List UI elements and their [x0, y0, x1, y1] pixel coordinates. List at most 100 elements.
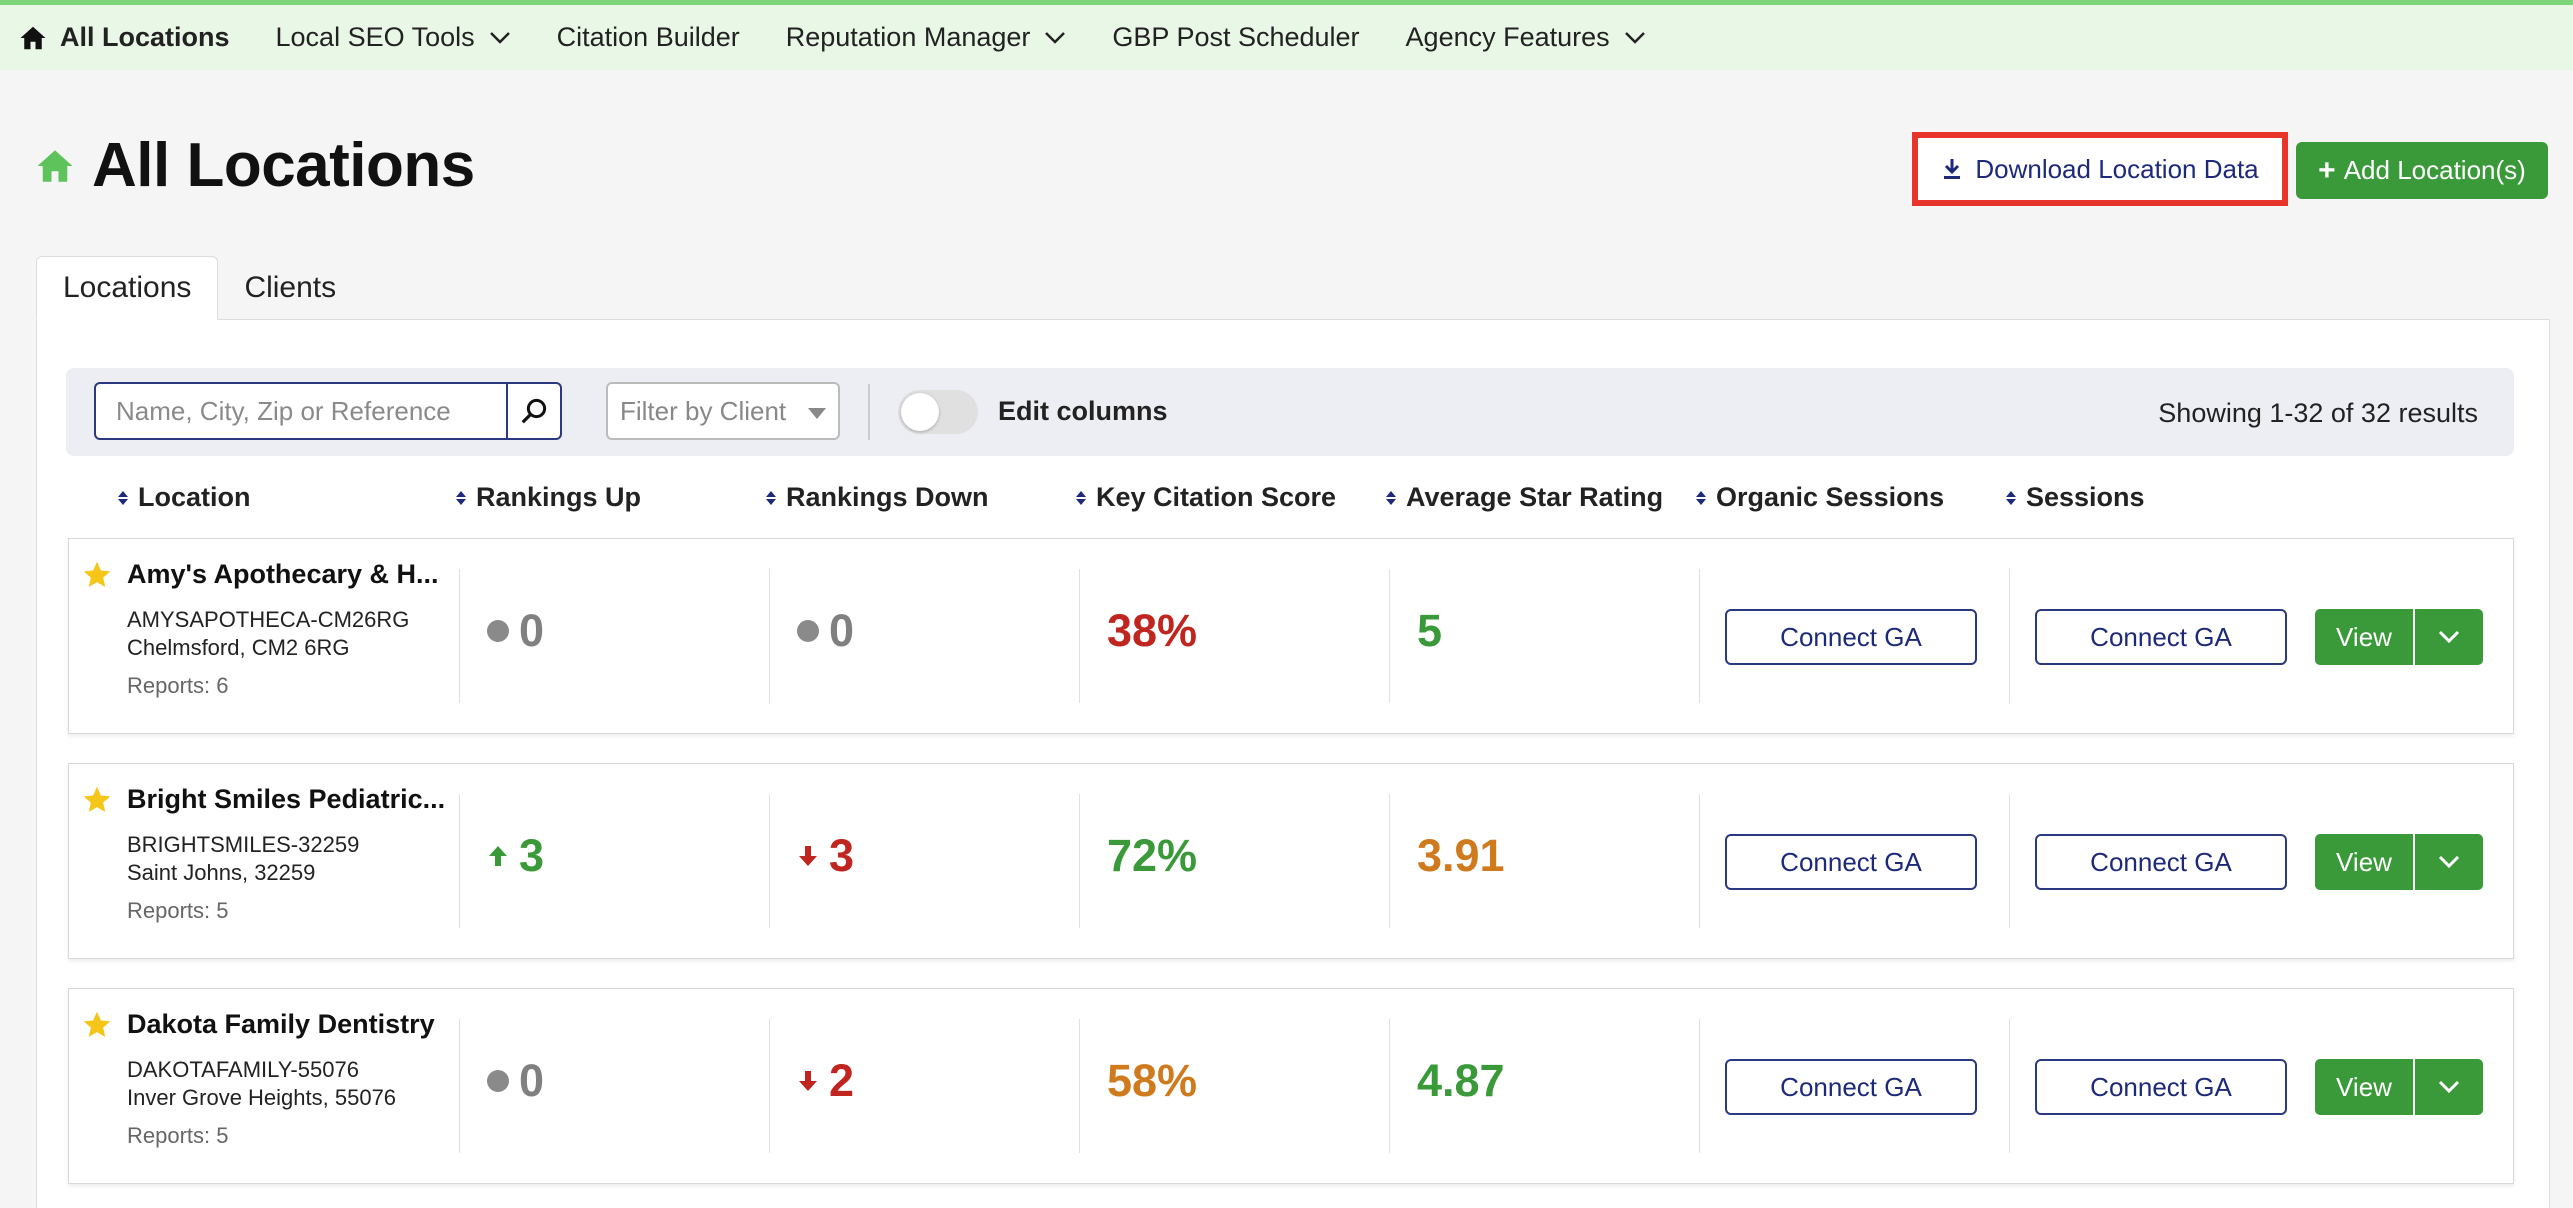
nav-local-seo-tools-label: Local SEO Tools	[275, 22, 475, 52]
sort-icon	[1696, 490, 1706, 505]
arrow-down-icon	[799, 1071, 817, 1091]
arrow-down-icon	[799, 846, 817, 866]
nav-local-seo-tools[interactable]: Local SEO Tools	[276, 22, 511, 53]
star-rating-value: 4.87	[1417, 1055, 1505, 1106]
connect-ga-organic-button[interactable]: Connect GA	[1725, 834, 1977, 890]
location-name[interactable]: Bright Smiles Pediatric...	[127, 784, 446, 814]
cell-divider	[769, 794, 770, 928]
cell-divider	[1699, 1019, 1700, 1153]
row-menu-button[interactable]	[2415, 609, 2483, 665]
column-header-organic-sessions[interactable]: Organic Sessions	[1696, 482, 1944, 513]
cell-divider	[2009, 1019, 2010, 1153]
row-menu-button[interactable]	[2415, 834, 2483, 890]
location-reports: Reports: 6	[127, 673, 229, 698]
column-header-key-citation-score[interactable]: Key Citation Score	[1076, 482, 1336, 513]
filter-by-client-select[interactable]: Filter by Client	[606, 382, 840, 440]
connect-ga-organic-button[interactable]: Connect GA	[1725, 1059, 1977, 1115]
download-location-data-button[interactable]: Download Location Data	[1941, 154, 2259, 185]
add-location-button[interactable]: + Add Location(s)	[2296, 142, 2548, 199]
view-button[interactable]: View	[2315, 1059, 2413, 1115]
column-header-rankings-up[interactable]: Rankings Up	[456, 482, 641, 513]
chevron-down-icon	[1045, 31, 1066, 44]
sort-icon	[1076, 490, 1086, 505]
nav-reputation-manager[interactable]: Reputation Manager	[786, 22, 1067, 53]
cell-divider	[459, 1019, 460, 1153]
cell-divider	[1389, 794, 1390, 928]
location-reference: BRIGHTSMILES-32259	[127, 832, 360, 857]
column-label: Location	[138, 482, 251, 512]
nav-citation-builder-label: Citation Builder	[556, 22, 740, 52]
download-icon	[1944, 159, 1961, 179]
view-button[interactable]: View	[2315, 834, 2413, 890]
column-header-rankings-down[interactable]: Rankings Down	[766, 482, 989, 513]
nav-gbp-post-scheduler-label: GBP Post Scheduler	[1112, 22, 1360, 52]
location-row: Dakota Family Dentistry DAKOTAFAMILY-550…	[68, 988, 2514, 1184]
star-favorite-icon[interactable]	[81, 784, 113, 816]
column-label: Sessions	[2026, 482, 2145, 512]
toggle-knob	[901, 393, 939, 431]
neutral-dot-icon	[487, 1070, 509, 1092]
metric-number: 0	[519, 1055, 545, 1106]
column-label: Rankings Down	[786, 482, 989, 512]
nav-citation-builder[interactable]: Citation Builder	[557, 22, 740, 53]
chevron-down-icon	[489, 31, 510, 44]
location-reports: Reports: 5	[127, 898, 229, 923]
chevron-down-icon	[2438, 630, 2460, 644]
nav-agency-features[interactable]: Agency Features	[1406, 22, 1646, 53]
column-header-location[interactable]: Location	[118, 482, 251, 513]
cell-divider	[1079, 794, 1080, 928]
rankings-down-value: 2	[797, 1055, 854, 1107]
cell-divider	[769, 569, 770, 703]
nav-reputation-manager-label: Reputation Manager	[785, 22, 1031, 52]
edit-columns-toggle[interactable]	[898, 390, 978, 434]
metric-number: 2	[829, 1055, 855, 1106]
sort-icon	[1386, 490, 1396, 505]
connect-ga-organic-button[interactable]: Connect GA	[1725, 609, 1977, 665]
neutral-dot-icon	[487, 620, 509, 642]
citation-score-value: 38%	[1107, 605, 1198, 656]
location-name[interactable]: Dakota Family Dentistry	[127, 1009, 435, 1039]
neutral-dot-icon	[797, 620, 819, 642]
tab-clients[interactable]: Clients	[244, 271, 337, 304]
cell-divider	[2009, 794, 2010, 928]
row-menu-button[interactable]	[2415, 1059, 2483, 1115]
star-favorite-icon[interactable]	[81, 1009, 113, 1041]
column-label: Organic Sessions	[1716, 482, 1945, 512]
search-input[interactable]	[96, 384, 506, 438]
column-header-average-star-rating[interactable]: Average Star Rating	[1386, 482, 1663, 513]
rankings-up-value: 0	[487, 605, 544, 657]
tab-bar: Locations Clients	[36, 256, 362, 320]
star-favorite-icon[interactable]	[81, 559, 113, 591]
column-header-sessions[interactable]: Sessions	[2006, 482, 2145, 513]
rankings-down-value: 3	[797, 830, 854, 882]
arrow-up-icon	[489, 846, 507, 866]
connect-ga-sessions-button[interactable]: Connect GA	[2035, 834, 2287, 890]
edit-columns-label: Edit columns	[998, 396, 1168, 426]
cell-divider	[1389, 1019, 1390, 1153]
cell-divider	[1699, 794, 1700, 928]
location-row: Bright Smiles Pediatric... BRIGHTSMILES-…	[68, 763, 2514, 959]
view-button[interactable]: View	[2315, 609, 2413, 665]
cell-divider	[1079, 1019, 1080, 1153]
results-count: Showing 1-32 of 32 results	[2158, 398, 2478, 428]
rankings-up-value: 0	[487, 1055, 544, 1107]
nav-all-locations[interactable]: All Locations	[18, 22, 230, 53]
metric-number: 3	[519, 830, 545, 881]
location-city: Chelmsford, CM2 6RG	[127, 635, 350, 660]
search-button[interactable]	[506, 384, 560, 438]
cell-divider	[2009, 569, 2010, 703]
toolbar-divider	[868, 384, 870, 440]
filter-placeholder: Filter by Client	[620, 395, 787, 426]
column-label: Rankings Up	[476, 482, 642, 512]
top-nav: All Locations Local SEO Tools Citation B…	[0, 0, 2573, 70]
connect-ga-sessions-button[interactable]: Connect GA	[2035, 609, 2287, 665]
citation-score-value: 58%	[1107, 1055, 1198, 1106]
tab-locations[interactable]: Locations	[36, 256, 219, 320]
connect-ga-sessions-button[interactable]: Connect GA	[2035, 1059, 2287, 1115]
search-icon	[521, 398, 547, 424]
nav-gbp-post-scheduler[interactable]: GBP Post Scheduler	[1112, 22, 1359, 53]
page-title: All Locations	[34, 130, 475, 201]
location-name[interactable]: Amy's Apothecary & H...	[127, 559, 439, 589]
cell-divider	[459, 794, 460, 928]
sort-icon	[766, 490, 776, 505]
